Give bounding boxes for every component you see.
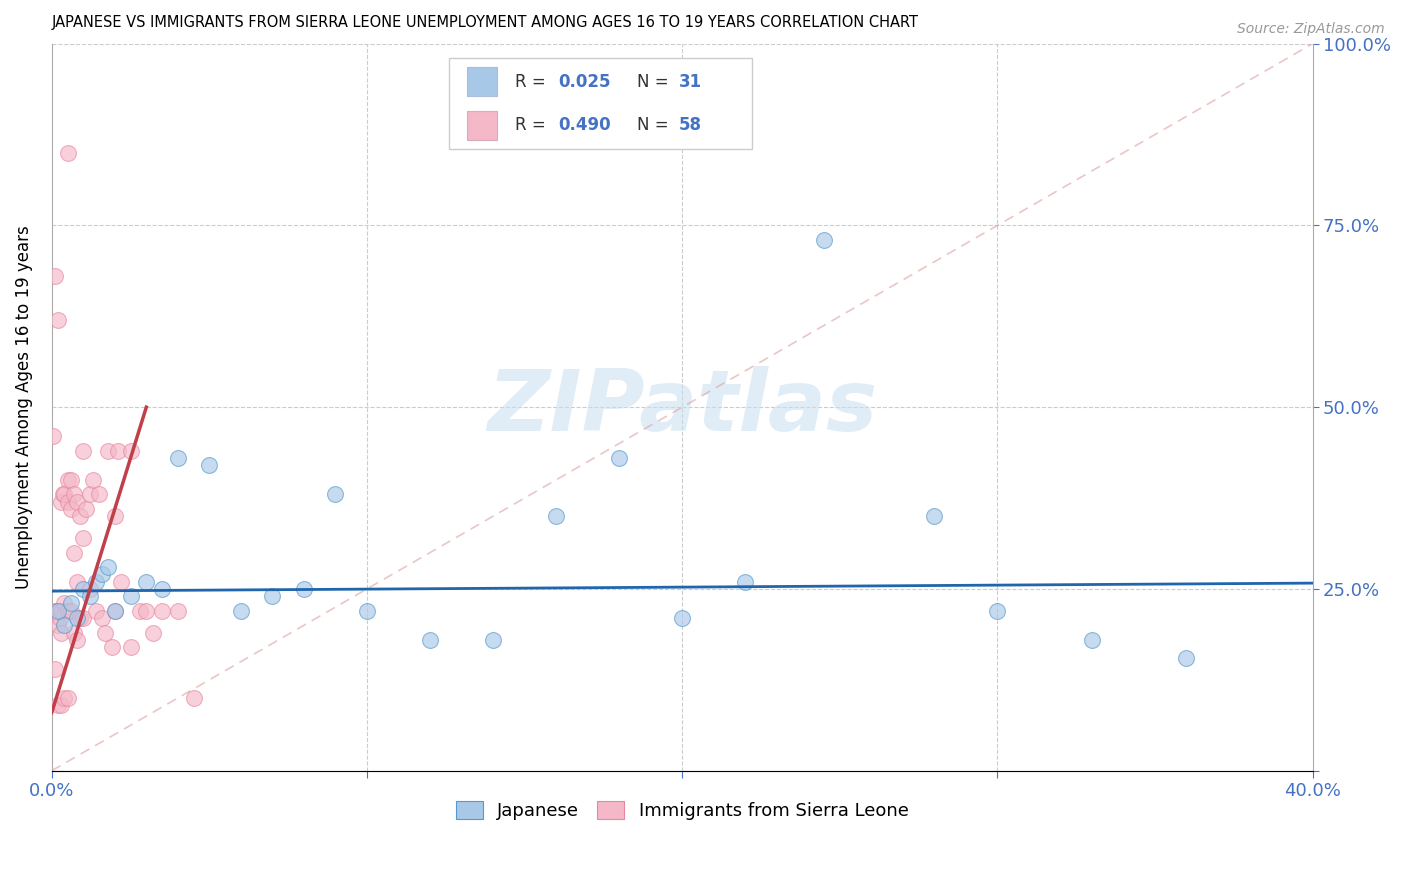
Point — [91, 611, 114, 625]
Point — [69, 509, 91, 524]
Point — [183, 690, 205, 705]
Point — [69, 611, 91, 625]
Point — [66, 494, 89, 508]
Point — [292, 582, 315, 596]
Point — [53, 618, 76, 632]
Point — [44, 604, 66, 618]
Point — [97, 443, 120, 458]
Point — [150, 604, 173, 618]
Point — [166, 451, 188, 466]
Point — [546, 509, 568, 524]
Point — [56, 473, 79, 487]
Text: ZIPatlas: ZIPatlas — [486, 366, 877, 449]
Point — [59, 597, 82, 611]
Point — [91, 567, 114, 582]
Point — [53, 487, 76, 501]
Point — [104, 604, 127, 618]
Point — [1175, 651, 1198, 665]
Point — [53, 597, 76, 611]
Point — [59, 604, 82, 618]
Point — [734, 574, 756, 589]
Point — [142, 625, 165, 640]
Point — [52, 487, 75, 501]
Point — [66, 611, 89, 625]
Point — [42, 429, 65, 443]
Point — [482, 632, 505, 647]
Point — [66, 574, 89, 589]
Point — [62, 545, 84, 559]
Point — [79, 589, 101, 603]
Point — [986, 604, 1008, 618]
Point — [46, 604, 69, 618]
Point — [325, 487, 347, 501]
Point — [671, 611, 693, 625]
Point — [150, 582, 173, 596]
Point — [45, 604, 67, 618]
Text: JAPANESE VS IMMIGRANTS FROM SIERRA LEONE UNEMPLOYMENT AMONG AGES 16 TO 19 YEARS : JAPANESE VS IMMIGRANTS FROM SIERRA LEONE… — [52, 15, 918, 30]
Text: Source: ZipAtlas.com: Source: ZipAtlas.com — [1237, 22, 1385, 37]
Point — [44, 662, 66, 676]
Point — [1081, 632, 1104, 647]
Point — [97, 560, 120, 574]
Point — [59, 502, 82, 516]
Y-axis label: Unemployment Among Ages 16 to 19 years: Unemployment Among Ages 16 to 19 years — [15, 226, 32, 589]
Point — [72, 443, 94, 458]
Point — [87, 487, 110, 501]
Point — [120, 589, 142, 603]
Point — [84, 604, 107, 618]
Point — [56, 604, 79, 618]
Point — [356, 604, 378, 618]
Point — [94, 625, 117, 640]
Point — [262, 589, 284, 603]
Point — [129, 604, 152, 618]
Point — [100, 640, 122, 654]
Legend: Japanese, Immigrants from Sierra Leone: Japanese, Immigrants from Sierra Leone — [449, 793, 915, 827]
Point — [66, 632, 89, 647]
Point — [135, 604, 157, 618]
Point — [46, 618, 69, 632]
Point — [46, 313, 69, 327]
Point — [107, 443, 129, 458]
Point — [56, 145, 79, 160]
Point — [104, 604, 127, 618]
Point — [72, 582, 94, 596]
Point — [48, 611, 70, 625]
Point — [120, 443, 142, 458]
Point — [62, 487, 84, 501]
Point — [79, 487, 101, 501]
Point — [120, 640, 142, 654]
Point — [51, 625, 73, 640]
Point — [72, 531, 94, 545]
Point — [813, 233, 835, 247]
Point — [72, 611, 94, 625]
Point — [198, 458, 221, 473]
Point — [110, 574, 132, 589]
Point — [84, 574, 107, 589]
Point — [56, 494, 79, 508]
Point — [59, 473, 82, 487]
Point — [104, 509, 127, 524]
Point — [51, 698, 73, 713]
Point — [75, 502, 97, 516]
Point — [79, 582, 101, 596]
Point — [607, 451, 630, 466]
Point — [46, 698, 69, 713]
Point — [229, 604, 252, 618]
Point — [51, 604, 73, 618]
Point — [62, 625, 84, 640]
Point — [166, 604, 188, 618]
Point — [924, 509, 946, 524]
Point — [53, 690, 76, 705]
Point — [135, 574, 157, 589]
Point — [56, 690, 79, 705]
Point — [419, 632, 441, 647]
Point — [82, 473, 104, 487]
Point — [44, 269, 66, 284]
Point — [51, 494, 73, 508]
